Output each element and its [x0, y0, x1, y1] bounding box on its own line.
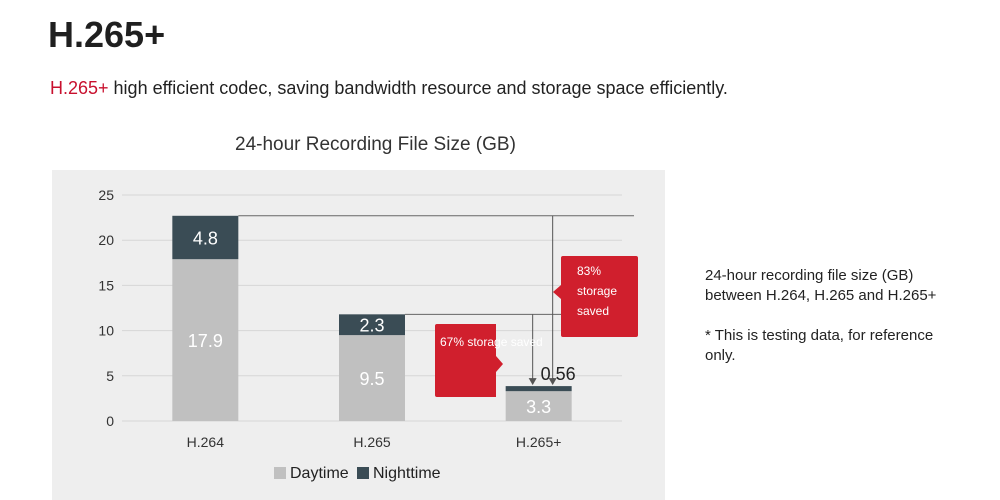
data-label-nighttime: 2.3: [359, 316, 384, 336]
data-label-daytime: 17.9: [188, 331, 223, 351]
data-label-nighttime: 0.56: [541, 364, 576, 384]
bar-daytime: [172, 259, 239, 421]
bar-daytime: [505, 391, 572, 421]
chart-title: 24-hour Recording File Size (GB): [235, 134, 516, 155]
callout-text-67: 67% storage saved: [440, 335, 543, 349]
data-label-daytime: 3.3: [526, 397, 551, 417]
page-title: H.265+: [48, 14, 166, 55]
x-tick-label: H.264: [187, 434, 225, 450]
y-tick-label: 25: [98, 187, 114, 203]
legend-swatch-nighttime: [357, 467, 369, 479]
callout-text-83: storage: [577, 284, 617, 298]
callout-box-67: [435, 324, 503, 397]
recording-size-chart: 0 5 10 15 20 25 17.9 4.8 H.264 9.5 2.3 H.265 3.3 0.56…: [98, 187, 638, 482]
side-note: 24-hour recording file size (GB) between…: [705, 266, 965, 366]
side-note-disclaimer: * This is testing data, for reference on…: [705, 327, 934, 364]
x-tick-label: H.265: [353, 434, 391, 450]
savings-arrowhead: [548, 378, 557, 386]
callout-box-83: [553, 256, 638, 337]
callout-text-83: saved: [577, 304, 609, 318]
subtitle-text: high efficient codec, saving bandwidth r…: [108, 78, 728, 98]
data-label-nighttime: 4.8: [193, 228, 218, 248]
y-tick-label: 20: [98, 232, 114, 248]
legend-label-nighttime: Nighttime: [373, 465, 441, 482]
bar-daytime: [339, 335, 405, 421]
legend-swatch-daytime: [274, 467, 286, 479]
bar-nighttime: [172, 215, 239, 260]
y-tick-label: 5: [106, 368, 114, 384]
data-label-daytime: 9.5: [359, 369, 384, 389]
callout-text-83: 83%: [577, 264, 601, 278]
side-note-description: 24-hour recording file size (GB) between…: [705, 267, 937, 304]
bar-nighttime: [339, 314, 405, 336]
y-tick-label: 15: [98, 277, 114, 293]
bar-nighttime: [505, 386, 572, 392]
x-tick-label: H.265+: [516, 434, 562, 450]
subtitle-highlight: H.265+: [50, 78, 109, 98]
savings-arrowhead: [528, 378, 537, 386]
y-tick-label: 0: [106, 413, 114, 429]
page-subtitle: H.265+ high efficient codec, saving band…: [50, 78, 728, 99]
y-tick-label: 10: [98, 323, 114, 339]
legend-label-daytime: Daytime: [290, 465, 349, 482]
